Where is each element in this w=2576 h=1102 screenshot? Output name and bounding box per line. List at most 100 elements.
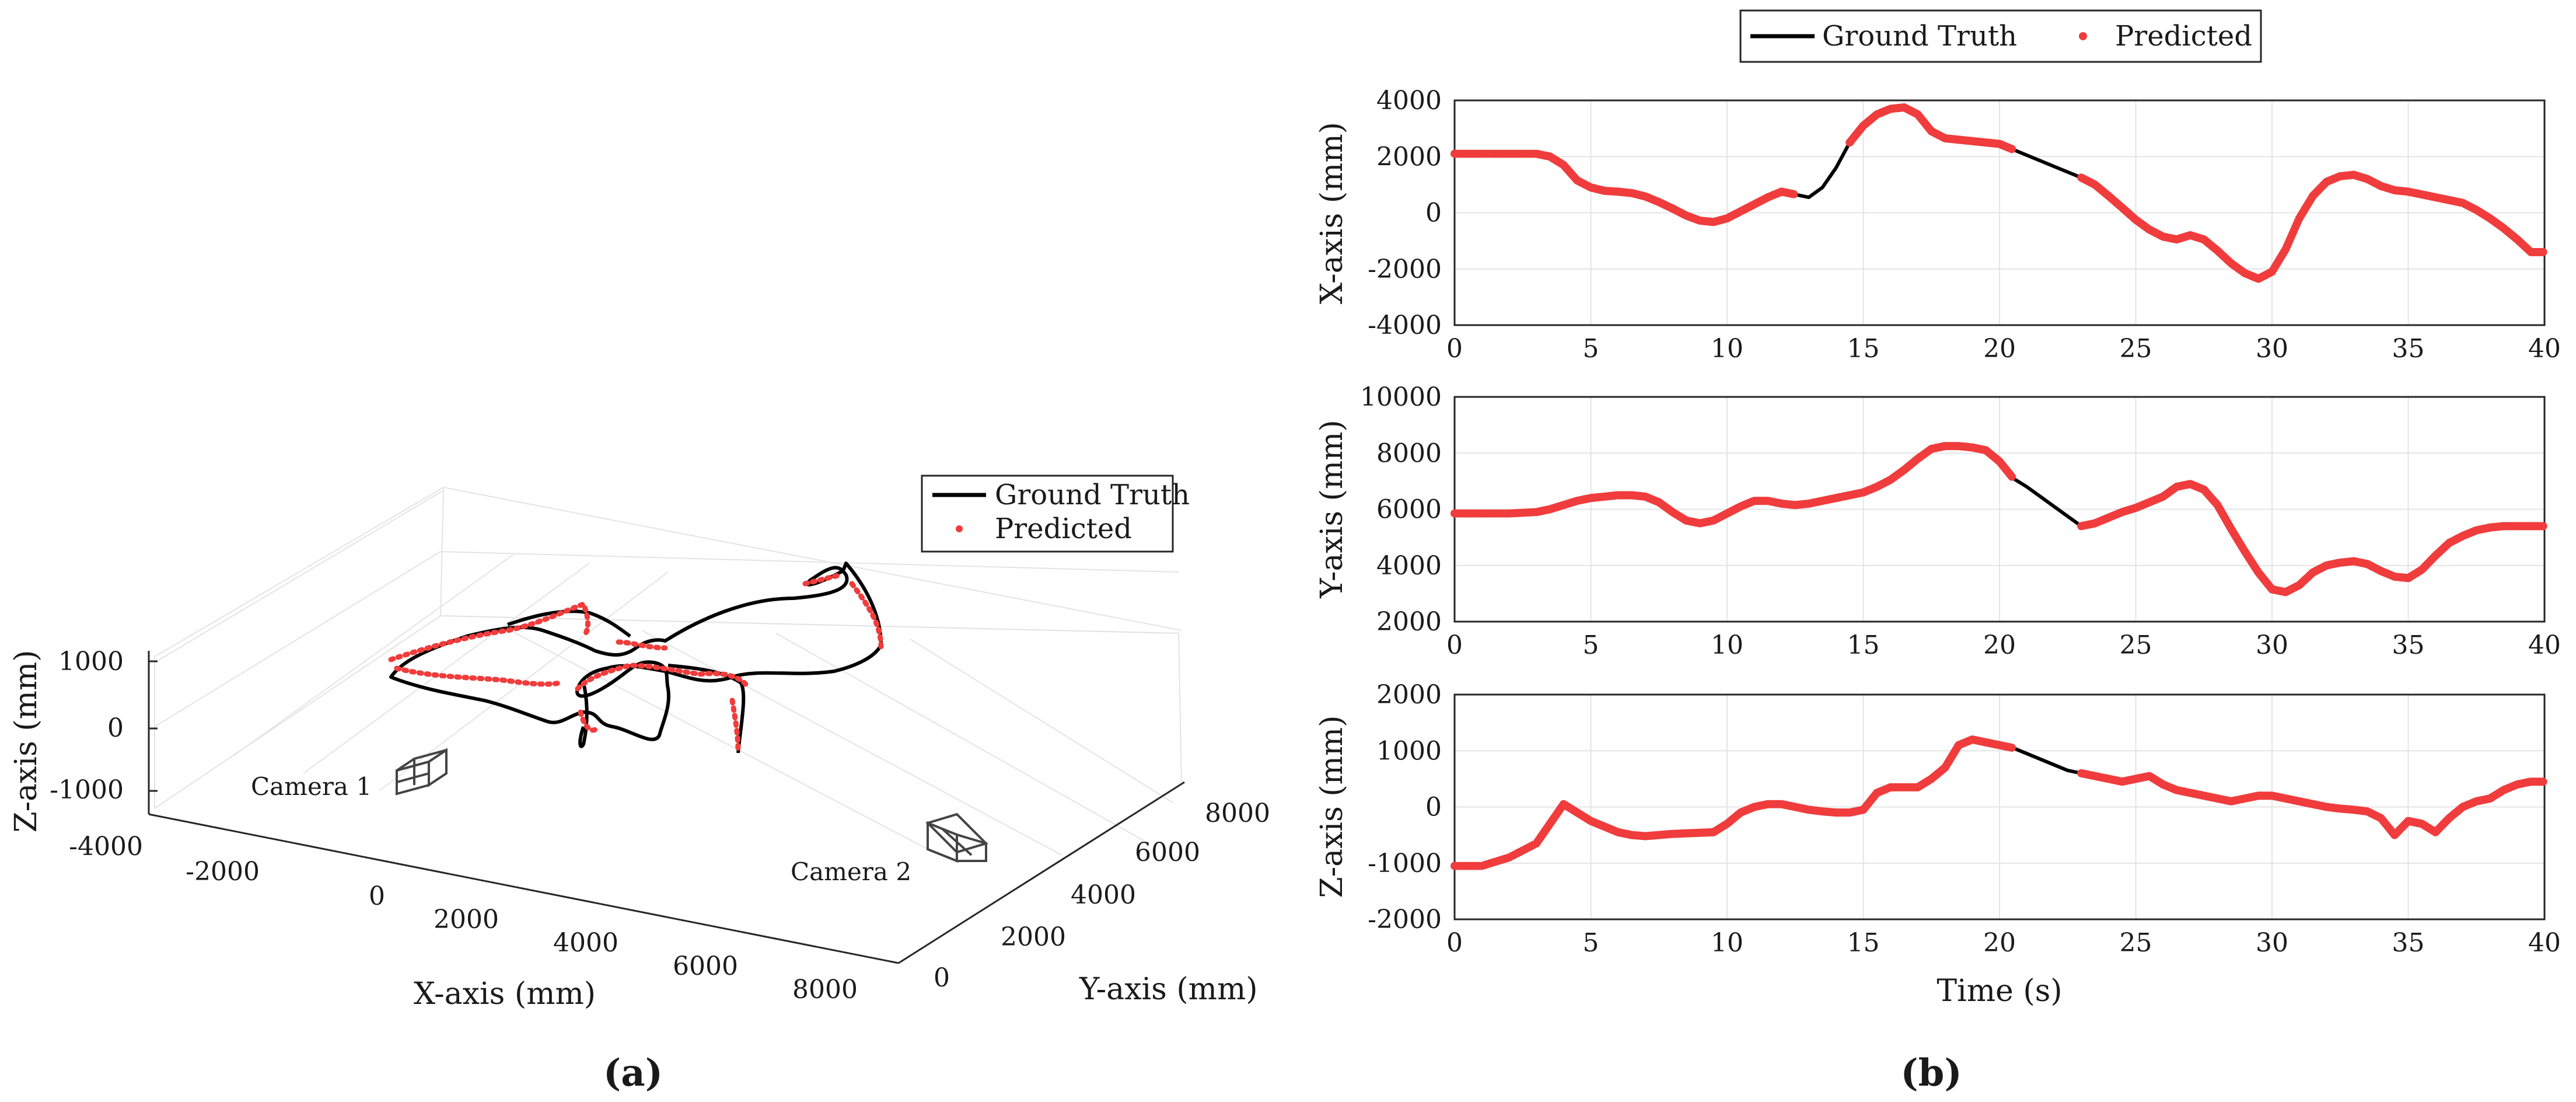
x-tick-label: 40 [2528, 630, 2561, 660]
y-axis-label: Y-axis (mm) [1079, 972, 1258, 1007]
subplot-z-series [1450, 735, 2547, 870]
box-top-edges [154, 486, 1182, 808]
x-tick-label: 30 [2256, 630, 2288, 660]
y-tick-label: -1000 [1368, 849, 1442, 878]
subplot-x-axis: 4000 2000 0 -2000 -4000 0 5 10 15 20 25 … [1315, 86, 2561, 364]
x-tick-label: 0 [1446, 334, 1463, 364]
panel-a-3d-trajectory: 1000 0 -1000 Z-axis (mm) -4000 -2000 0 2… [9, 475, 1270, 1095]
x-tick-label: 25 [2120, 334, 2152, 364]
x-tick-label: 25 [2120, 630, 2152, 660]
x-axis-label: X-axis (mm) [414, 977, 596, 1012]
subplot-x-xticks: 0 5 10 15 20 25 30 35 40 [1446, 334, 2561, 364]
subplot-z-xticks: 0 5 10 15 20 25 30 35 40 [1446, 928, 2561, 958]
subplot-y-series [1450, 442, 2547, 597]
x-tick-label: 0 [1446, 630, 1463, 660]
legend-a-predicted-label: Predicted [995, 512, 1132, 545]
subplot-z-ylabel: Z-axis (mm) [1315, 715, 1350, 898]
legend-b: Ground Truth Predicted [1739, 9, 2262, 63]
y-tick-label: 1000 [1376, 736, 1442, 766]
x-ticks: -4000 -2000 0 2000 4000 6000 8000 [69, 832, 858, 1005]
x-tick-label: 15 [1847, 630, 1880, 660]
camera-1-label: Camera 1 [251, 772, 372, 801]
x-tick-label: 8000 [792, 975, 858, 1005]
z-ticks: 1000 0 -1000 [50, 647, 158, 805]
predicted-point [2539, 522, 2547, 531]
y-tick-label: 4000 [1071, 880, 1136, 910]
predicted-3d-dots [388, 572, 884, 753]
y-tick-label: 0 [1425, 198, 1442, 228]
x-axis-line [148, 813, 899, 964]
y-tick-label: 2000 [1376, 142, 1442, 172]
x-tick-label: -4000 [69, 832, 143, 862]
y-tick-label: 8000 [1205, 798, 1270, 828]
y-tick-label: 2000 [1001, 922, 1066, 952]
y-tick-label: 4000 [1376, 86, 1442, 116]
x-tick-label: 2000 [434, 905, 499, 934]
panel-a-label: (a) [603, 1051, 663, 1095]
predicted-point [2008, 472, 2016, 481]
x-tick-label: 6000 [673, 951, 738, 981]
x-tick-label: 20 [1983, 334, 2016, 364]
y-tick-label: 0 [934, 963, 950, 993]
z-tick-label: -1000 [50, 775, 124, 805]
x-tick-label: 0 [369, 881, 385, 911]
subplot-x-ylabel: X-axis (mm) [1315, 122, 1350, 304]
subplot-y-ylabel: Y-axis (mm) [1315, 420, 1350, 599]
subplot-z-frame [1453, 693, 2546, 920]
legend-b-predicted-swatch [2079, 32, 2087, 40]
subplot-x-frame [1453, 99, 2546, 326]
predicted-point [2539, 777, 2547, 786]
x-tick-label: 10 [1711, 928, 1743, 958]
subplot-x-series [1450, 103, 2547, 283]
x-tick-label: 5 [1583, 928, 1599, 958]
subplot-y-grid [1454, 396, 2545, 622]
x-tick-label: 10 [1711, 334, 1743, 364]
subplot-z-yticks: 2000 1000 0 -1000 -2000 [1368, 680, 1442, 934]
y-tick-label: -2000 [1368, 905, 1442, 934]
z-tick-label: 1000 [58, 647, 124, 676]
time-axis-label: Time (s) [1937, 974, 2062, 1009]
y-tick-label: 8000 [1376, 438, 1442, 468]
panel-b-label: (b) [1900, 1051, 1962, 1095]
y-tick-label: 10000 [1360, 382, 1442, 412]
y-ticks: 0 2000 4000 6000 8000 [934, 798, 1270, 993]
subplot-y-axis: 10000 8000 6000 4000 2000 0 5 10 15 20 2… [1315, 382, 2561, 660]
x-tick-label: 30 [2256, 928, 2288, 958]
legend-a: Ground Truth Predicted [921, 475, 1190, 553]
y-tick-label: 4000 [1376, 551, 1442, 581]
x-tick-label: 5 [1583, 630, 1599, 660]
z-tick-label: 0 [107, 713, 124, 743]
subplot-x-yticks: 4000 2000 0 -2000 -4000 [1368, 86, 1442, 340]
x-tick-label: 40 [2528, 928, 2561, 958]
camera-1-icon [396, 748, 448, 796]
x-tick-label: 35 [2392, 334, 2425, 364]
x-tick-label: 10 [1711, 630, 1743, 660]
camera-2-label: Camera 2 [791, 857, 911, 886]
panel-a-trajectory [388, 562, 884, 754]
y-tick-label: 6000 [1135, 838, 1200, 867]
predicted-point [2008, 743, 2016, 752]
subplot-z-grid [1454, 694, 2545, 920]
x-tick-label: 35 [2392, 928, 2425, 958]
y-tick-label: 6000 [1376, 495, 1442, 525]
x-tick-label: 20 [1983, 928, 2016, 958]
legend-a-predicted-swatch [956, 525, 963, 532]
x-tick-label: 35 [2392, 630, 2425, 660]
x-tick-label: 5 [1583, 334, 1599, 364]
x-tick-label: 30 [2256, 334, 2288, 364]
x-tick-label: 40 [2528, 334, 2561, 364]
predicted-point [2539, 247, 2547, 256]
x-tick-label: 20 [1983, 630, 2016, 660]
y-tick-label: -4000 [1368, 311, 1442, 340]
x-tick-label: 4000 [553, 928, 618, 958]
legend-b-ground-truth-label: Ground Truth [1822, 20, 2017, 53]
x-tick-label: 25 [2120, 928, 2152, 958]
z-axis-label: Z-axis (mm) [9, 650, 44, 832]
subplot-y-xticks: 0 5 10 15 20 25 30 35 40 [1446, 630, 2561, 660]
x-tick-label: 15 [1847, 928, 1880, 958]
y-tick-label: 0 [1425, 793, 1442, 822]
y-axis-line [898, 781, 1185, 964]
camera-2-icon [925, 812, 988, 863]
x-tick-label: -2000 [186, 857, 260, 887]
